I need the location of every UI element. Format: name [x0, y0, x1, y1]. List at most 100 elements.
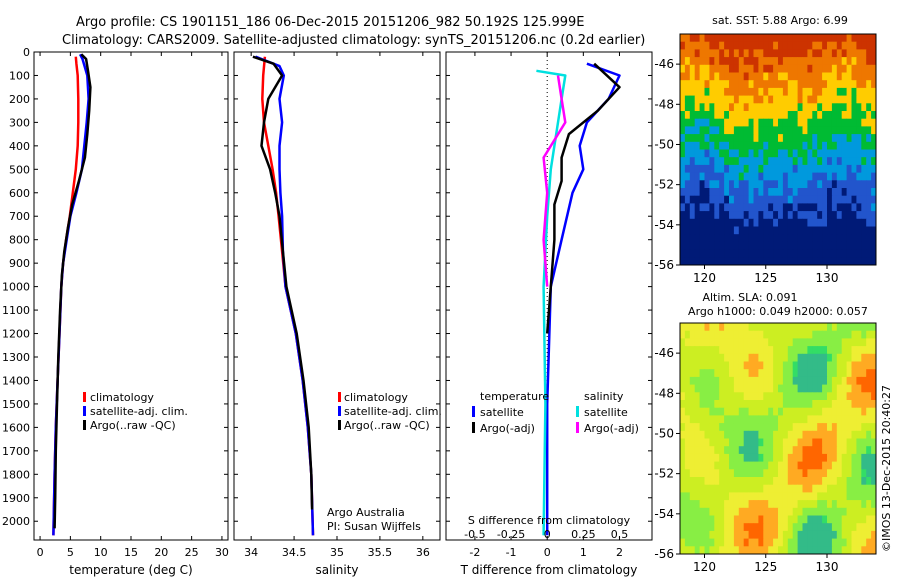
heatmap-cell	[714, 323, 720, 332]
heatmap-cell	[792, 180, 798, 189]
heatmap-cell	[861, 72, 867, 81]
heatmap-cell	[773, 126, 779, 135]
heatmap-cell	[709, 195, 715, 204]
heatmap-cell	[709, 407, 715, 416]
heatmap-cell	[841, 469, 847, 478]
heatmap-cell	[699, 195, 705, 204]
heatmap-cell	[856, 438, 862, 447]
heatmap-cell	[763, 507, 769, 516]
heatmap-cell	[724, 195, 730, 204]
heatmap-cell	[763, 126, 769, 135]
heatmap-cell	[729, 72, 735, 81]
heatmap-cell	[758, 188, 764, 197]
heatmap-cell	[778, 369, 784, 378]
heatmap-cell	[763, 80, 769, 89]
heatmap-cell	[827, 376, 833, 385]
legend-swatch	[83, 420, 86, 430]
heatmap-cell	[733, 195, 740, 204]
heatmap-cell	[689, 323, 696, 332]
heatmap-cell	[797, 361, 803, 370]
heatmap-cell	[719, 461, 725, 470]
heatmap-cell	[748, 492, 754, 501]
heatmap-cell	[709, 469, 715, 478]
heatmap-cell	[827, 87, 833, 96]
heatmap-cell	[714, 500, 720, 509]
heatmap-cell	[758, 338, 764, 347]
heatmap-cell	[694, 41, 700, 50]
heatmap-cell	[807, 211, 813, 220]
heatmap-cell	[724, 469, 730, 478]
heatmap-cell	[724, 338, 730, 347]
heatmap-cell	[699, 338, 705, 347]
heatmap-cell	[856, 330, 862, 339]
legend-entry: Argo(-adj)	[480, 422, 535, 435]
heatmap-cell	[768, 384, 774, 393]
heatmap-cell	[758, 400, 764, 409]
heatmap-cell	[738, 523, 745, 532]
heatmap-cell	[748, 64, 754, 73]
heatmap-cell	[807, 157, 813, 166]
heatmap-cell	[851, 126, 857, 135]
heatmap-cell	[753, 530, 759, 539]
heatmap-cell	[768, 346, 774, 355]
heatmap-cell	[841, 87, 847, 96]
heatmap-cell	[773, 461, 779, 470]
heatmap-cell	[743, 211, 749, 220]
heatmap-cell	[802, 203, 808, 212]
heatmap-cell	[787, 400, 794, 409]
heatmap-cell	[729, 126, 735, 135]
heatmap-cell	[709, 346, 715, 355]
heatmap-cell	[797, 507, 803, 516]
heatmap-cell	[709, 453, 715, 462]
heatmap-cell	[694, 530, 700, 539]
heatmap-cell	[787, 257, 794, 266]
heatmap-cell	[714, 384, 720, 393]
heatmap-cell	[714, 469, 720, 478]
heatmap-cell	[684, 34, 691, 43]
heatmap-cell	[773, 361, 779, 370]
heatmap-cell	[807, 477, 813, 486]
heatmap-cell	[748, 500, 754, 509]
heatmap-cell	[680, 361, 686, 370]
heatmap-cell	[768, 49, 774, 58]
heatmap-cell	[773, 500, 779, 509]
heatmap-cell	[729, 477, 735, 486]
heatmap-cell	[861, 118, 867, 127]
heatmap-cell	[787, 446, 794, 455]
heatmap-cell	[787, 415, 794, 424]
heatmap-cell	[758, 546, 764, 555]
heatmap-cell	[822, 49, 828, 58]
heatmap-cell	[724, 376, 730, 385]
heatmap-cell	[871, 188, 877, 197]
heatmap-cell	[719, 353, 725, 362]
heatmap-cell	[846, 546, 852, 555]
heatmap-cell	[733, 492, 740, 501]
heatmap-cell	[719, 484, 725, 493]
heatmap-cell	[680, 126, 686, 135]
heatmap-cell	[871, 492, 877, 501]
depth-tick-label: 1400	[2, 374, 30, 387]
heatmap-cell	[802, 41, 808, 50]
heatmap-cell	[841, 49, 847, 58]
heatmap-cell	[822, 34, 828, 43]
heatmap-cell	[831, 57, 838, 66]
heatmap-cell	[714, 407, 720, 416]
heatmap-cell	[778, 172, 784, 181]
heatmap-cell	[729, 34, 735, 43]
heatmap-cell	[758, 195, 764, 204]
heatmap-cell	[743, 530, 749, 539]
heatmap-cell	[768, 172, 774, 181]
heatmap-cell	[797, 34, 803, 43]
heatmap-cell	[680, 384, 686, 393]
heatmap-cell	[704, 134, 710, 143]
heatmap-cell	[709, 95, 715, 104]
heatmap-cell	[827, 195, 833, 204]
heatmap-cell	[822, 438, 828, 447]
heatmap-cell	[797, 211, 803, 220]
heatmap-cell	[714, 415, 720, 424]
heatmap-cell	[831, 484, 838, 493]
heatmap-cell	[871, 203, 877, 212]
heatmap-cell	[817, 188, 823, 197]
heatmap-cell	[851, 523, 857, 532]
heatmap-cell	[699, 149, 705, 158]
